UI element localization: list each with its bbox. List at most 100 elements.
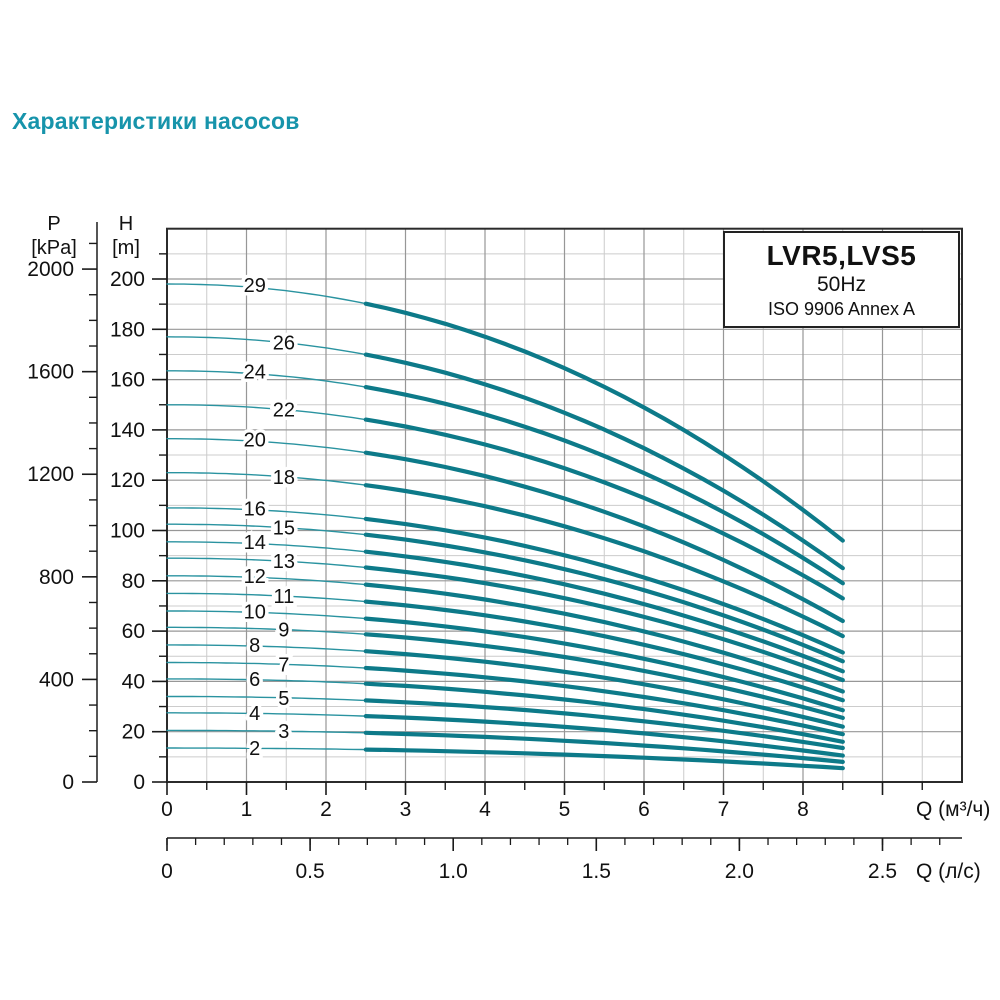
pump-curve-thin-14	[166, 541, 371, 553]
pump-curve-24	[363, 385, 845, 586]
pump-curve-thin-29	[166, 283, 371, 306]
head-tick-label: 60	[122, 620, 145, 643]
pump-curve-thin-9	[166, 626, 371, 636]
curve-label-18: 18	[273, 467, 295, 489]
curve-label-13: 13	[273, 551, 295, 573]
curve-label-20: 20	[244, 429, 266, 451]
pump-curve-2	[363, 747, 845, 771]
flow-m3h-axis-label: Q (м³/ч)	[916, 798, 991, 821]
curve-label-29: 29	[244, 275, 266, 297]
curve-label-4: 4	[249, 703, 260, 725]
pump-curve-16	[363, 516, 845, 655]
head-tick-label: 120	[110, 469, 145, 492]
curve-label-12: 12	[244, 566, 266, 588]
curve-label-16: 16	[244, 498, 266, 520]
legend-frequency: 50Hz	[816, 273, 867, 296]
flow-ls-axis-label: Q (л/с)	[916, 860, 981, 883]
flow-m3h-tick-label: 6	[638, 798, 650, 821]
head-axis-name: H	[118, 213, 134, 235]
curve-label-10: 10	[244, 601, 266, 623]
pump-curve-9	[363, 632, 845, 720]
pump-curve-thin-3	[166, 729, 371, 734]
pump-curve-20	[363, 450, 845, 624]
flow-ls-tick-label: 0.5	[295, 860, 324, 883]
pump-curve-thin-26	[166, 336, 371, 356]
pump-curve-22	[363, 417, 845, 601]
flow-m3h-tick-label: 8	[797, 798, 809, 821]
head-tick-label: 20	[122, 721, 145, 744]
head-tick-label: 100	[110, 520, 145, 543]
head-tick-label: 140	[110, 419, 145, 442]
pump-curve-thin-2	[166, 747, 371, 751]
curve-label-14: 14	[244, 532, 266, 554]
curve-label-15: 15	[273, 518, 295, 540]
curve-label-22: 22	[273, 400, 295, 422]
curve-label-24: 24	[244, 361, 266, 383]
head-tick-label: 0	[133, 771, 145, 794]
pressure-tick-label: 0	[62, 771, 74, 794]
flow-m3h-tick-label: 3	[400, 798, 412, 821]
pump-curve-thin-18	[166, 472, 371, 487]
curve-label-11: 11	[273, 586, 294, 608]
curve-label-9: 9	[278, 620, 289, 642]
pump-curve-thin-5	[166, 695, 371, 702]
pump-curve-10	[363, 616, 845, 713]
flow-ls-tick-label: 0	[161, 860, 173, 883]
legend-box: LVR5,LVS5 50Hz ISO 9906 Annex A	[723, 231, 960, 328]
pump-curve-thin-8	[166, 644, 371, 653]
pump-curve-thin-4	[166, 712, 371, 717]
flow-ls-tick-label: 1.0	[439, 860, 468, 883]
curve-label-8: 8	[249, 635, 260, 657]
flow-m3h-tick-label: 5	[559, 798, 571, 821]
pump-curve-8	[363, 649, 845, 729]
pump-curve-thin-20	[166, 438, 371, 454]
pressure-axis-unit: [kPa]	[31, 237, 77, 259]
pump-curve-thin-6	[166, 678, 371, 685]
pressure-tick-label: 2000	[27, 258, 74, 281]
head-tick-label: 200	[110, 268, 145, 291]
flow-m3h-tick-label: 4	[479, 798, 491, 821]
pump-curve-thin-13	[166, 557, 371, 569]
pump-curve-14	[363, 549, 845, 674]
pump-curve-6	[363, 681, 845, 744]
legend-model: LVR5,LVS5	[766, 240, 917, 271]
pump-curve-thin-7	[166, 661, 371, 669]
pump-curve-thin-22	[166, 404, 371, 421]
flow-m3h-tick-label: 2	[320, 798, 332, 821]
pressure-axis-name: P	[47, 213, 61, 235]
flow-m3h-tick-label: 1	[241, 798, 253, 821]
pump-curve-thin-10	[166, 610, 371, 620]
page-title: Характеристики насосов	[12, 108, 300, 134]
pump-curve-thin-16	[166, 507, 371, 521]
pump-curve-thin-12	[166, 575, 371, 586]
flow-m3h-tick-label: 0	[161, 798, 173, 821]
pump-curve-13	[363, 565, 845, 683]
pump-curve-thin-11	[166, 592, 371, 603]
flow-ls-tick-label: 2.5	[868, 860, 897, 883]
pump-curve-4	[363, 714, 845, 758]
head-tick-label: 160	[110, 369, 145, 392]
pump-curve-thin-24	[166, 370, 371, 389]
pump-curve-18	[363, 483, 845, 639]
pressure-tick-label: 1200	[27, 463, 74, 486]
pump-curve-3	[363, 730, 845, 764]
pump-curve-5	[363, 698, 845, 751]
head-axis-unit: [m]	[112, 237, 140, 259]
head-tick-label: 80	[122, 570, 145, 593]
pressure-tick-label: 400	[39, 668, 74, 691]
pressure-tick-label: 1600	[27, 361, 74, 384]
flow-ls-tick-label: 1.5	[582, 860, 611, 883]
curve-label-3: 3	[278, 721, 289, 743]
curve-label-2: 2	[249, 738, 260, 760]
curve-label-5: 5	[278, 688, 289, 710]
pump-curve-12	[363, 582, 845, 694]
pump-curve-29	[363, 301, 845, 543]
curve-label-6: 6	[249, 669, 260, 691]
pump-curve-11	[363, 599, 845, 703]
pump-curve-7	[363, 665, 845, 737]
pump-curve-15	[363, 532, 845, 664]
head-tick-label: 40	[122, 670, 145, 693]
legend-standard: ISO 9906 Annex A	[767, 299, 916, 319]
